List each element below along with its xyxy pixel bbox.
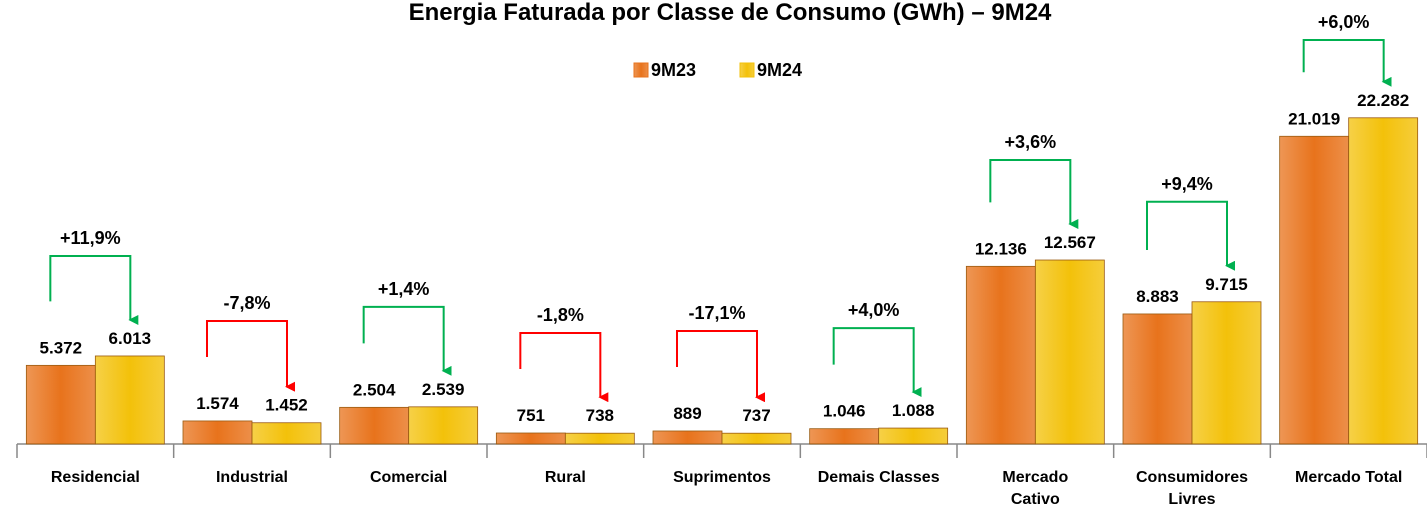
change-label: +11,9% (60, 228, 121, 248)
legend-label: 9M23 (651, 60, 696, 80)
chart-title: Energia Faturada por Classe de Consumo (… (409, 0, 1052, 26)
value-label: 889 (673, 404, 701, 423)
change-bracket (206, 319, 295, 392)
change-label: -7,8% (223, 293, 270, 313)
value-label: 751 (517, 406, 545, 425)
value-label: 1.452 (265, 396, 308, 415)
value-label: 9.715 (1205, 275, 1248, 294)
change-label: +9,4% (1161, 174, 1213, 194)
x-tick-label: Mercado Total (1295, 469, 1402, 486)
change-bracket (832, 327, 922, 398)
bar (965, 265, 1036, 445)
value-label: 8.883 (1136, 287, 1179, 306)
bar (182, 420, 253, 445)
bar (251, 422, 322, 445)
change-label: +3,6% (1005, 132, 1057, 152)
value-label: 1.574 (196, 394, 239, 413)
x-tick-label: Residencial (51, 469, 140, 486)
value-label: 21.019 (1288, 109, 1340, 128)
bar (1191, 301, 1262, 445)
change-bracket (989, 159, 1079, 230)
change-label: +1,4% (378, 279, 430, 299)
value-label: 12.567 (1044, 233, 1096, 252)
value-label: 2.539 (422, 380, 465, 399)
legend-label: 9M24 (757, 60, 802, 80)
bar (1034, 259, 1105, 445)
change-label: -17,1% (688, 303, 745, 323)
bar (1279, 135, 1350, 445)
change-bracket (49, 254, 139, 325)
bar (809, 428, 880, 445)
value-label: 738 (586, 406, 614, 425)
change-bracket (519, 332, 609, 403)
x-tick-label: Mercado Cativo (1002, 469, 1068, 508)
legend-swatch (633, 62, 649, 78)
value-label: 6.013 (109, 329, 152, 348)
bar (721, 432, 792, 445)
change-bracket (676, 329, 765, 403)
bar (652, 430, 723, 445)
bar (878, 427, 949, 445)
bar (339, 406, 410, 445)
change-bracket (1146, 200, 1235, 271)
x-tick-label: Rural (545, 469, 586, 486)
bar (25, 364, 96, 445)
value-label: 1.046 (823, 402, 866, 421)
value-label: 12.136 (975, 239, 1027, 258)
change-label: -1,8% (537, 305, 584, 325)
change-label: +4,0% (848, 300, 900, 320)
value-label: 737 (742, 406, 770, 425)
change-label: +6,0% (1318, 12, 1370, 32)
bar (1348, 117, 1419, 445)
value-label: 22.282 (1357, 91, 1409, 110)
change-bracket (1302, 39, 1392, 87)
bar (564, 432, 635, 445)
x-tick-label: Industrial (216, 469, 288, 486)
value-label: 5.372 (40, 338, 83, 357)
bar (94, 355, 165, 445)
x-tick-label: Consumidores Livres (1136, 469, 1248, 508)
x-tick-label: Comercial (370, 469, 447, 486)
bar (408, 406, 479, 445)
value-label: 1.088 (892, 401, 935, 420)
change-bracket (362, 305, 452, 376)
value-label: 2.504 (353, 380, 396, 399)
legend-swatch (739, 62, 755, 78)
bar (1122, 313, 1193, 445)
bar (495, 432, 566, 445)
x-tick-label: Suprimentos (673, 469, 771, 486)
x-tick-label: Demais Classes (818, 469, 940, 486)
